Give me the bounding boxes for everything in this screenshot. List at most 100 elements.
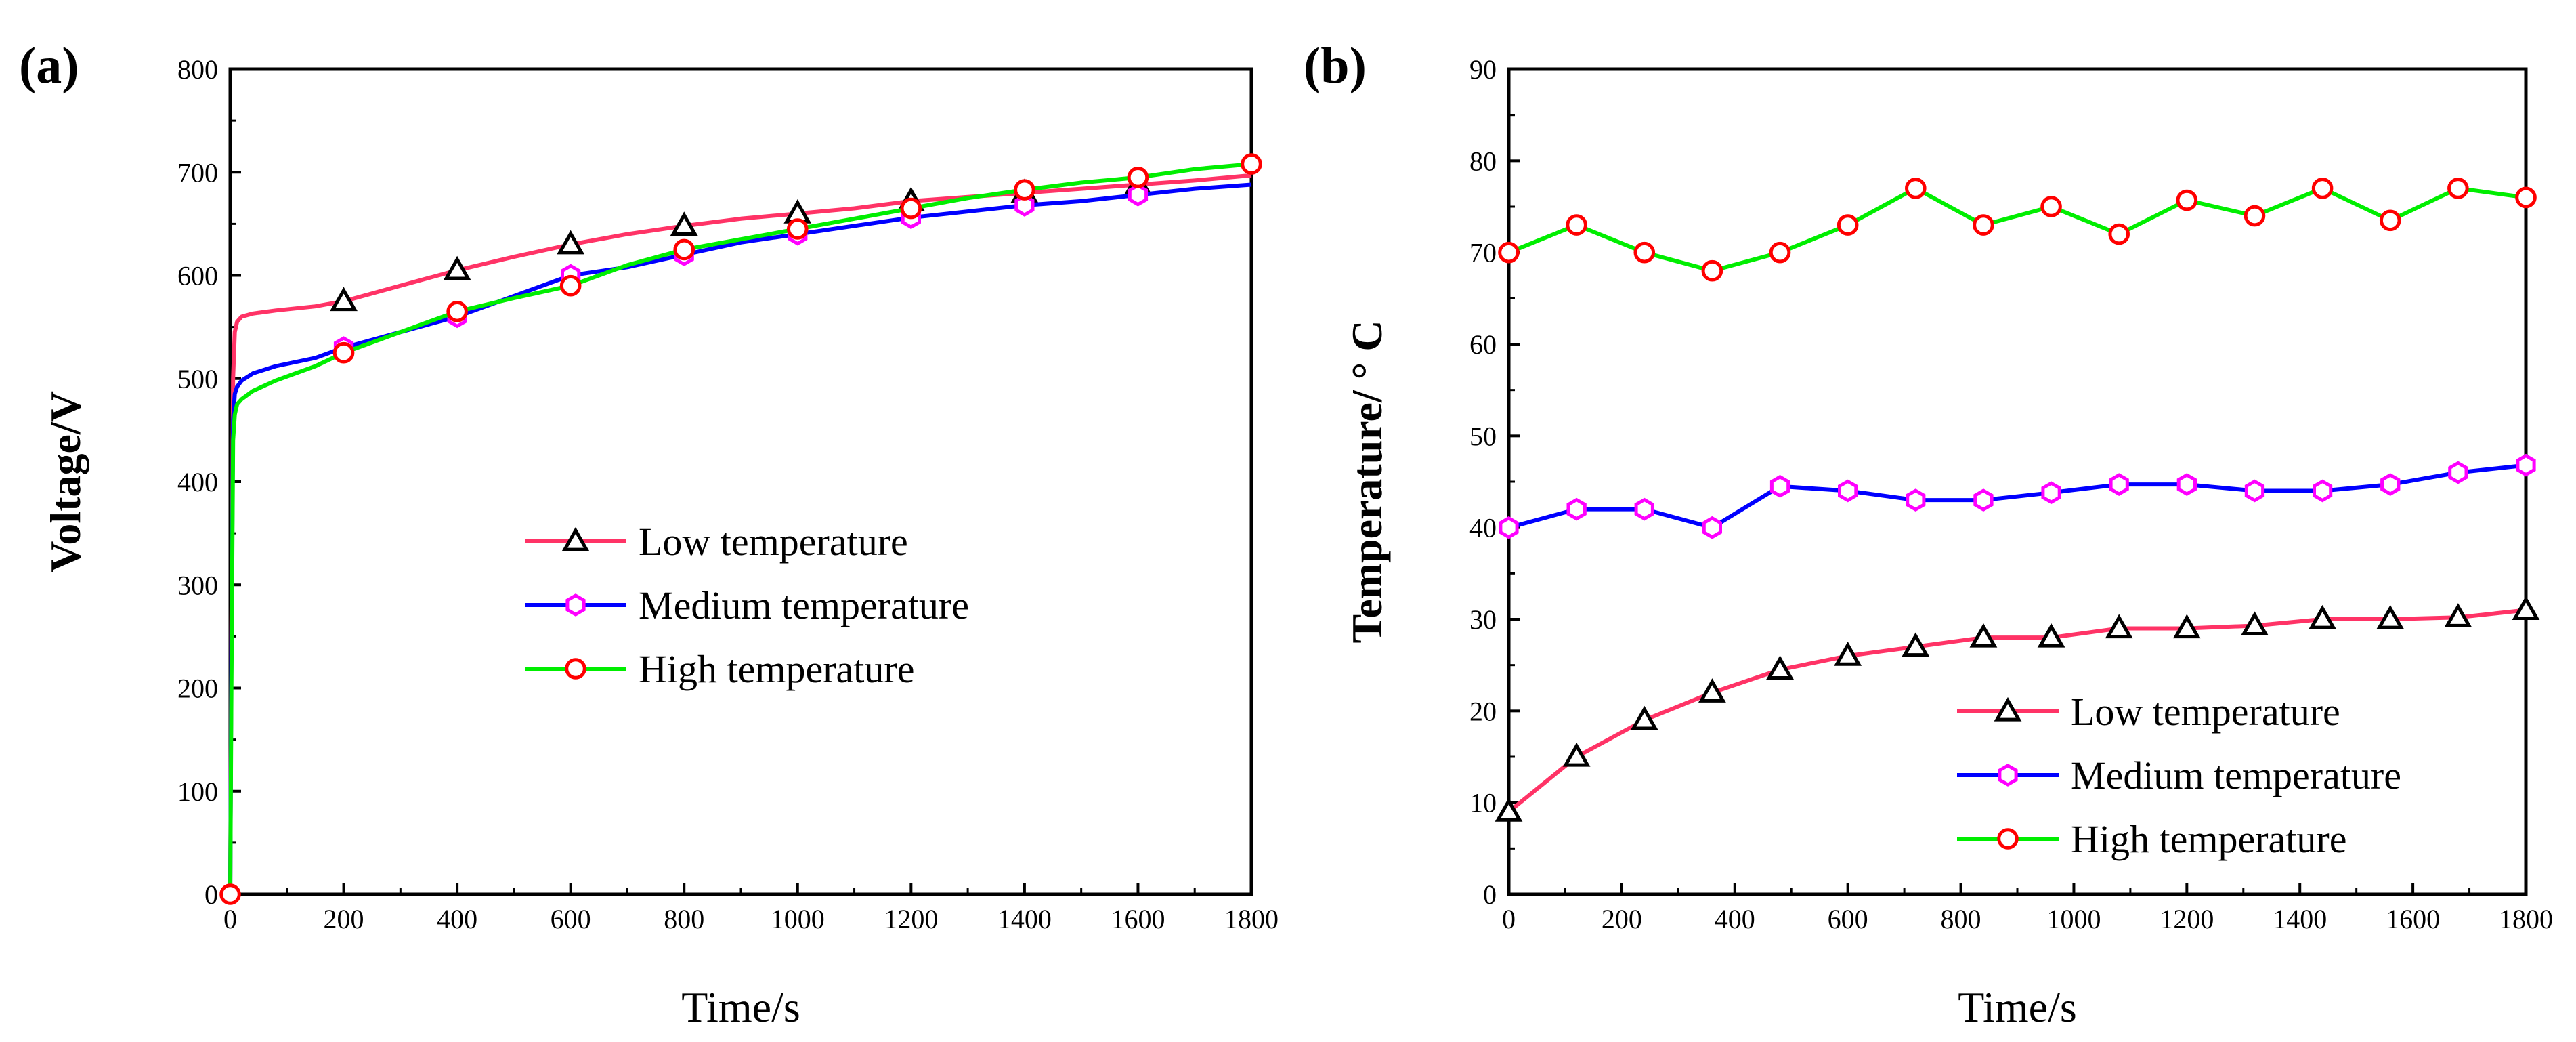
data-point (2037, 623, 2065, 648)
data-point (1969, 623, 1998, 648)
panel-label: (b) (1304, 37, 1367, 94)
data-point (2512, 596, 2540, 621)
y-tick-label: 800 (177, 54, 218, 85)
x-tick-label: 600 (551, 904, 591, 934)
data-point (2105, 614, 2133, 639)
data-point (1905, 178, 1927, 199)
data-point (1241, 153, 1262, 175)
legend-marker (565, 658, 586, 680)
chart-panel-2: (b) 0 200 400 600 800 1000 1200 1400 1600 1800 0 10 2… (1304, 37, 2553, 1031)
y-tick-label: 60 (1469, 329, 1497, 360)
data-point (673, 238, 695, 261)
data-point (1562, 742, 1591, 767)
data-point (1633, 241, 1656, 264)
series-line (1508, 463, 2527, 530)
x-tick-label: 1400 (997, 904, 1052, 934)
data-point (1837, 214, 1859, 236)
x-tick-label: 0 (1502, 904, 1516, 934)
legend-label: Medium temperature (2071, 753, 2401, 797)
data-point (1702, 516, 1722, 539)
data-point (786, 218, 809, 240)
data-point (2379, 209, 2401, 232)
data-point (2244, 205, 2266, 227)
x-tick-label: 1400 (2273, 904, 2327, 934)
y-tick-label: 400 (177, 467, 218, 497)
data-point (1906, 488, 1926, 512)
legend-label: High temperature (2071, 817, 2346, 861)
data-point (1973, 488, 1994, 512)
x-tick-label: 600 (1828, 904, 1868, 934)
y-tick-label: 10 (1469, 788, 1497, 818)
data-point (1566, 497, 1587, 521)
data-point (1566, 214, 1587, 236)
y-tick-label: 300 (177, 570, 218, 600)
x-tick-label: 200 (324, 904, 364, 934)
panel-label: (a) (19, 37, 79, 94)
y-tick-label: 30 (1469, 604, 1497, 635)
y-tick-label: 40 (1469, 513, 1497, 543)
y-tick-label: 80 (1469, 146, 1497, 176)
data-point (2244, 479, 2265, 503)
legend-marker (1998, 764, 2018, 787)
x-tick-label: 800 (664, 904, 704, 934)
data-point (1834, 641, 1862, 666)
x-axis-title: Time/s (681, 983, 800, 1031)
data-point (2108, 223, 2130, 245)
y-tick-label: 70 (1469, 238, 1497, 268)
data-point (1701, 259, 1723, 282)
data-point (1499, 516, 1519, 539)
y-tick-label: 500 (177, 364, 218, 394)
data-point (332, 341, 355, 364)
data-point (1838, 479, 1858, 503)
data-point (1128, 183, 1149, 207)
y-tick-label: 50 (1469, 421, 1497, 451)
data-point (2313, 479, 2333, 503)
data-point (1769, 241, 1791, 264)
data-point (446, 300, 468, 322)
x-tick-label: 1600 (2386, 904, 2440, 934)
data-point (2516, 453, 2536, 477)
x-tick-label: 1000 (2046, 904, 2101, 934)
data-point (2109, 473, 2129, 496)
data-point (1634, 497, 1654, 521)
y-axis-title: Temperature/ ° C (1343, 320, 1391, 643)
y-tick-label: 90 (1469, 54, 1497, 85)
data-point (2241, 611, 2269, 636)
x-tick-label: 1000 (771, 904, 825, 934)
legend-label: High temperature (639, 647, 914, 691)
series-3 (219, 153, 1262, 905)
y-tick-label: 20 (1469, 696, 1497, 726)
data-point (1769, 474, 1790, 498)
legend-marker (1994, 696, 2022, 722)
x-tick-label: 1600 (1111, 904, 1165, 934)
y-tick-label: 0 (1483, 879, 1497, 910)
data-point (2311, 178, 2334, 199)
data-point (1698, 678, 1726, 703)
x-tick-label: 800 (1941, 904, 1981, 934)
legend-label: Medium temperature (639, 583, 969, 627)
data-point (557, 230, 585, 255)
series-3 (1498, 178, 2537, 282)
x-tick-label: 1800 (2499, 904, 2553, 934)
data-point (2040, 196, 2062, 217)
y-tick-label: 0 (205, 879, 218, 910)
x-tick-label: 1200 (2160, 904, 2214, 934)
data-point (1498, 241, 1520, 264)
data-point (2172, 614, 2201, 639)
chart-panel-1: (a) 0 200 400 600 800 1000 1200 1400 1600 1800 0 100… (19, 37, 1279, 1031)
data-point (1902, 632, 1930, 657)
data-point (2444, 603, 2472, 627)
legend-label: Low temperature (2071, 690, 2340, 734)
y-tick-label: 200 (177, 673, 218, 704)
legend-marker (1997, 828, 2019, 850)
data-point (670, 211, 698, 236)
plot-frame (228, 67, 1253, 896)
x-tick-label: 400 (1715, 904, 1755, 934)
x-tick-label: 1200 (884, 904, 938, 934)
y-tick-label: 700 (177, 157, 218, 188)
data-point (2176, 473, 2197, 496)
y-tick-label: 600 (177, 261, 218, 291)
data-point (219, 883, 241, 905)
y-tick-label: 100 (177, 776, 218, 807)
data-point (1014, 194, 1035, 217)
